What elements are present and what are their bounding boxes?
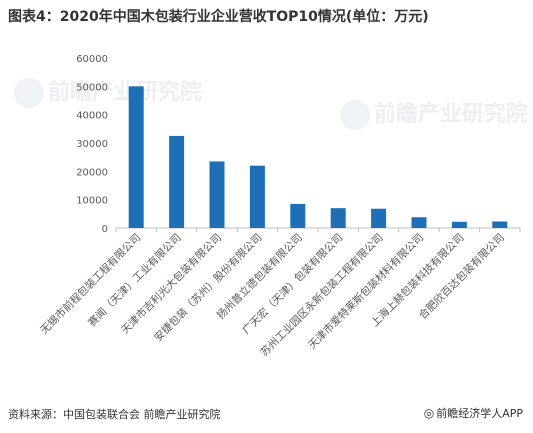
bar <box>371 208 387 228</box>
bar <box>492 221 508 228</box>
chart-title: 图表4：2020年中国木包装行业企业营收TOP10情况(单位：万元) <box>8 9 429 25</box>
bar <box>249 165 265 228</box>
bar <box>330 208 346 228</box>
watermark-right: 前瞻产业研究院 <box>340 96 528 130</box>
bar <box>411 217 427 228</box>
watermark-logo-icon <box>340 100 370 130</box>
bar <box>451 221 467 228</box>
bar <box>290 203 306 228</box>
y-tick-label: 30000 <box>76 139 108 150</box>
bar-chart: 0100002000030000400005000060000无锡市前程包装工程… <box>38 54 521 359</box>
y-tick-label: 20000 <box>76 167 108 178</box>
y-tick-label: 60000 <box>76 54 108 65</box>
brand-credit: ◎ 前瞻经济学人APP <box>424 405 523 421</box>
y-tick-label: 50000 <box>76 82 108 93</box>
bar <box>169 135 185 228</box>
brand-text: 前瞻经济学人APP <box>436 407 523 420</box>
y-tick-label: 10000 <box>76 196 108 207</box>
watermark-left: 前瞻产业研究院 <box>14 74 202 108</box>
source-note: 资料来源：中国包装联合会 前瞻产业研究院 <box>8 408 221 421</box>
eye-icon: ◎ <box>423 406 435 420</box>
y-tick-label: 40000 <box>76 111 108 122</box>
bar <box>209 161 225 228</box>
watermark-logo-icon <box>14 78 44 108</box>
y-tick-label: 0 <box>102 224 108 235</box>
bar <box>128 86 144 228</box>
